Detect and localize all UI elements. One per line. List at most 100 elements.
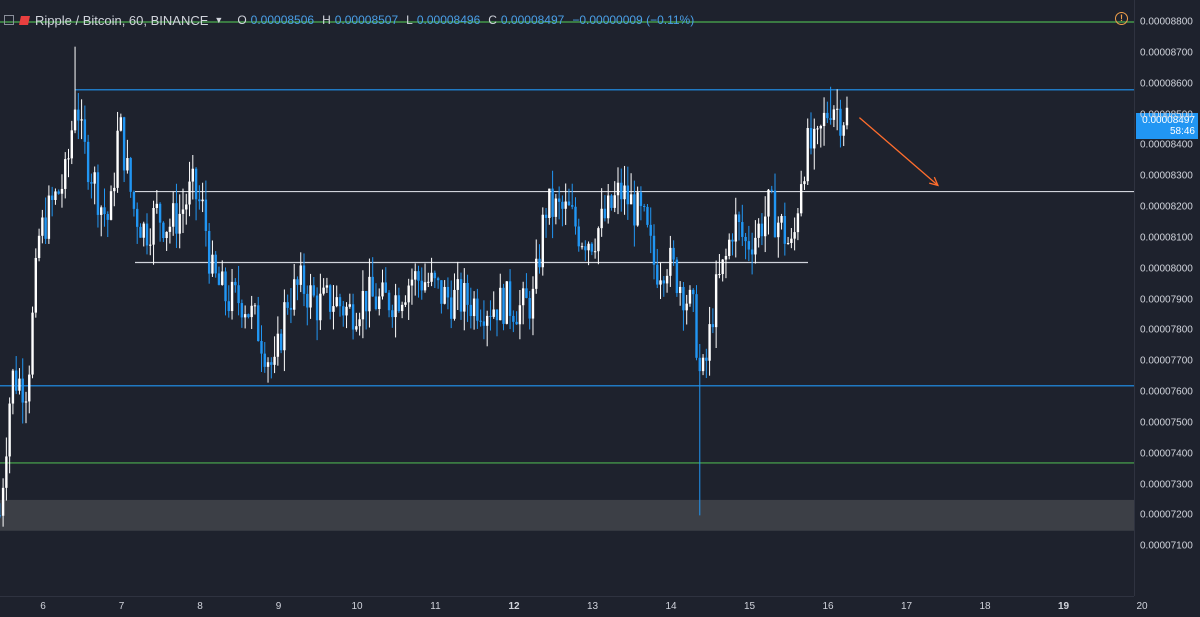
candle-body (659, 280, 662, 285)
price-tick-label: 0.00008300 (1140, 170, 1193, 182)
candle-body (662, 280, 666, 284)
candle-body (348, 304, 352, 307)
candle-body (584, 246, 587, 251)
low-label: L (406, 13, 413, 27)
candle-body (263, 353, 266, 367)
price-tick-label: 0.00008100 (1140, 232, 1193, 244)
candle-body (757, 223, 760, 238)
candle-body (695, 294, 698, 358)
candle-body (185, 204, 188, 210)
candle-body (368, 276, 371, 312)
candle-body (162, 222, 165, 239)
candle-body (270, 362, 273, 365)
candle-body (194, 168, 198, 200)
candle-body (603, 208, 607, 219)
candle-body (633, 194, 636, 226)
candle-body (629, 194, 633, 205)
time-tick-label: 16 (822, 601, 834, 612)
candle-body (479, 320, 482, 322)
candle-body (207, 231, 211, 274)
candle-body (243, 314, 247, 318)
price-tick-label: 0.00007700 (1140, 355, 1193, 367)
candle-body (705, 357, 708, 361)
candle-body (201, 199, 204, 202)
candle-body (816, 128, 819, 130)
price-tick-label: 0.00007900 (1140, 294, 1193, 305)
candle-body (463, 283, 466, 312)
candle-body (250, 305, 253, 318)
candle-body (397, 295, 401, 312)
candle-body (593, 251, 597, 253)
candle-body (701, 357, 705, 372)
candle-body (839, 108, 842, 136)
support-zone (0, 499, 1134, 531)
candle-body (528, 297, 531, 319)
candle-body (345, 306, 348, 316)
candle-body (525, 288, 528, 298)
candle-body (574, 206, 577, 227)
alert-icon[interactable]: ! (1115, 12, 1128, 25)
candle-body (129, 158, 132, 192)
candle-body (646, 206, 649, 225)
symbol-title[interactable]: Ripple / Bitcoin, 60, BINANCE (35, 12, 209, 28)
candle-body (77, 109, 80, 121)
candle-body (67, 158, 70, 160)
candle-body (8, 403, 11, 457)
candle-body (14, 370, 18, 391)
candle-body (826, 112, 829, 119)
collapse-toggle-icon[interactable] (4, 15, 14, 25)
chevron-down-icon[interactable]: ▼ (214, 15, 224, 25)
chart-area[interactable] (0, 0, 1134, 596)
price-axis[interactable]: 0.00008497 58:46 0.00008800 0.00008700 0.0… (1134, 0, 1200, 596)
candle-body (842, 125, 845, 136)
candle-body (636, 192, 639, 226)
candle-body (407, 285, 410, 303)
candle-body (400, 304, 404, 312)
candle-body (809, 128, 813, 149)
price-tick-label: 0.00007400 (1140, 448, 1193, 460)
candle-body (80, 119, 83, 121)
candle-body (103, 207, 106, 215)
candle-body (482, 321, 486, 326)
price-tick-label: 0.00007100 (1140, 540, 1193, 552)
current-price-label: 0.00008497 (1142, 115, 1195, 126)
candle-body (34, 257, 38, 313)
candle-body (760, 223, 764, 237)
candle-body (181, 209, 185, 214)
candle-body (829, 118, 832, 120)
candle-body (688, 289, 692, 304)
candle-body (70, 130, 73, 159)
candle-body (436, 278, 440, 281)
candle-body (669, 247, 672, 276)
time-axis[interactable]: 6 7 8 9 10 11 12 13 14 15 16 17 18 19 20 (0, 596, 1148, 617)
candle-body (832, 109, 836, 120)
candle-body (11, 370, 15, 404)
candle-body (381, 282, 384, 297)
time-tick-label: 6 (40, 601, 46, 612)
candle-body (685, 303, 688, 311)
countdown-label: 58:46 (1169, 126, 1195, 137)
candle-body (728, 239, 731, 256)
price-tick-label: 0.00007500 (1140, 417, 1193, 429)
price-chart[interactable] (0, 0, 1134, 596)
price-tick-label: 0.00008200 (1140, 201, 1193, 213)
candle-body (165, 231, 168, 239)
candle-body (446, 286, 450, 298)
price-tick-label: 0.00007300 (1140, 479, 1193, 490)
candle-body (799, 184, 803, 214)
time-tick-label: 11 (430, 601, 441, 612)
candle-body (18, 378, 21, 391)
candle-body (325, 285, 329, 288)
candle-body (495, 309, 499, 321)
candle-body (423, 282, 427, 291)
candle-body (149, 244, 152, 246)
candle-body (551, 188, 554, 217)
candle-body (237, 285, 240, 304)
candle-body (322, 287, 325, 294)
candle-body (119, 117, 123, 131)
candle-body (737, 214, 741, 223)
candle-body (158, 203, 162, 223)
candle-body (718, 274, 721, 276)
candle-body (302, 265, 306, 294)
candle-body (845, 107, 849, 126)
